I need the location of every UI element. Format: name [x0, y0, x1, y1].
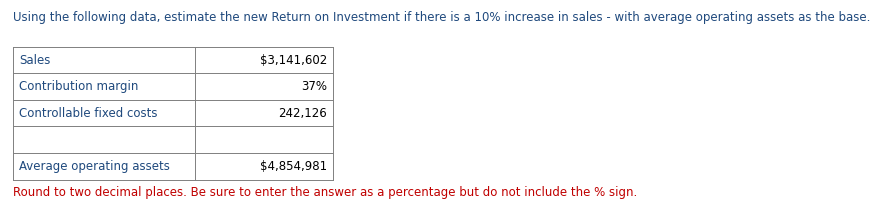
Text: $3,141,602: $3,141,602 — [260, 54, 327, 67]
Text: 242,126: 242,126 — [278, 107, 327, 120]
Text: Using the following data, estimate the new Return on Investment if there is a 10: Using the following data, estimate the n… — [13, 11, 870, 24]
Text: Sales: Sales — [19, 54, 51, 67]
Text: 37%: 37% — [301, 80, 327, 93]
Text: Round to two decimal places. Be sure to enter the answer as a percentage but do : Round to two decimal places. Be sure to … — [13, 186, 637, 199]
Text: Contribution margin: Contribution margin — [19, 80, 139, 93]
Text: Average operating assets: Average operating assets — [19, 160, 170, 173]
Text: Controllable fixed costs: Controllable fixed costs — [19, 107, 157, 120]
Text: $4,854,981: $4,854,981 — [260, 160, 327, 173]
